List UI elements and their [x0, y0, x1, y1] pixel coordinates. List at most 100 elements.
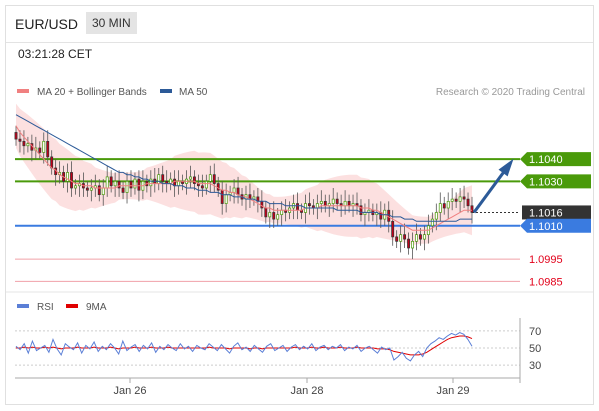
- moving-averages: [15, 114, 472, 231]
- candle-body: [331, 198, 335, 204]
- candle-body: [343, 200, 347, 207]
- candle-body: [101, 187, 105, 196]
- candle-body: [391, 220, 395, 238]
- candle-body: [419, 234, 422, 240]
- candle-body: [125, 180, 129, 193]
- candle-body: [403, 234, 407, 240]
- candle-body: [208, 174, 212, 182]
- rsi-axis-label: 50: [529, 343, 541, 355]
- candle-body: [395, 236, 399, 242]
- ma9-legend-label: 9MA: [86, 302, 107, 313]
- candle-body: [85, 187, 89, 191]
- candle-body: [70, 172, 73, 189]
- timeframe-button[interactable]: 30 MIN: [86, 12, 137, 34]
- candle-body: [335, 198, 339, 204]
- candle-body: [89, 187, 93, 191]
- candle-body: [97, 185, 101, 196]
- candle-body: [189, 176, 192, 180]
- candle-body: [462, 196, 466, 200]
- level-1-1030-tag: [520, 174, 591, 189]
- candle-body: [14, 132, 18, 140]
- candle-body: [470, 205, 474, 213]
- candle-body: [399, 234, 403, 242]
- level-1-1030-label: 1.1030: [529, 176, 563, 188]
- level-1-1016-label: 1.1016: [529, 207, 563, 219]
- ma20-legend-swatch: [17, 89, 29, 93]
- candle-body: [379, 212, 383, 220]
- rsi-axis-label: 70: [529, 326, 541, 338]
- x-axis-labels: Jan 26 Jan 28 Jan 29: [113, 378, 470, 397]
- candle-body: [26, 143, 30, 147]
- candle-body: [46, 140, 50, 158]
- rsi-legend-label: RSI: [37, 302, 54, 313]
- candle-body: [268, 212, 272, 218]
- candle-body: [307, 203, 311, 207]
- candle-body: [264, 207, 268, 218]
- ma50-legend-swatch: [160, 89, 172, 93]
- level-1-0985-label: 1.0985: [529, 276, 563, 288]
- candle-body: [50, 156, 54, 169]
- candle-body: [411, 240, 414, 249]
- candle-body: [454, 198, 458, 202]
- credit-text: Research © 2020 Trading Central: [436, 87, 585, 98]
- ma20-line: [15, 125, 472, 231]
- candle-body: [38, 147, 42, 153]
- rsi-ma-line: [16, 335, 473, 356]
- candle-body: [105, 176, 109, 189]
- candle-body: [18, 138, 22, 142]
- timestamp: 03:21:28 CET: [18, 47, 93, 61]
- candle-body: [22, 140, 26, 147]
- candle-body: [415, 234, 418, 242]
- rsi-axis-label: 30: [529, 360, 541, 372]
- candle-body: [149, 178, 153, 187]
- symbol-title: EUR/USD: [15, 16, 79, 32]
- level-labels: 1.1040 1.1030 1.1016 1.1010 1.0995 1.0985: [520, 152, 591, 288]
- candle-body: [42, 140, 46, 153]
- rsi-legend-swatch: [17, 304, 29, 308]
- candle-body: [347, 200, 351, 207]
- forecast-arrow: [472, 158, 514, 214]
- candle-body: [323, 200, 327, 207]
- candle-body: [173, 178, 177, 187]
- candle-body: [442, 203, 446, 209]
- candle-body: [446, 200, 450, 209]
- candle-body: [66, 172, 69, 182]
- level-1-1040-label: 1.1040: [529, 154, 563, 166]
- candle-body: [117, 180, 121, 189]
- candle-body: [359, 205, 363, 216]
- candle-body: [129, 180, 133, 189]
- candle-body: [137, 178, 141, 191]
- ma9-legend-swatch: [66, 304, 78, 308]
- candle-body: [276, 214, 280, 220]
- candle-body: [387, 209, 391, 222]
- candle-body: [438, 203, 442, 213]
- candle-body: [434, 212, 438, 220]
- candle-body: [200, 185, 204, 189]
- x-tick-label: Jan 26: [113, 385, 146, 397]
- candle-body: [296, 203, 299, 211]
- candle-body: [161, 174, 165, 182]
- x-tick-label: Jan 29: [436, 385, 469, 397]
- rsi-line: [15, 332, 473, 362]
- level-1-1010-tag: [520, 218, 591, 233]
- candle-body: [204, 180, 208, 189]
- bollinger-band: [16, 103, 472, 246]
- ma20-legend-label: MA 20 + Bollinger Bands: [37, 87, 147, 98]
- level-1-1040-tag: [520, 152, 591, 167]
- chart-header: EUR/USD 30 MIN: [6, 6, 593, 43]
- forecast-arrow-head: [498, 158, 514, 177]
- candle-body: [422, 234, 426, 240]
- candle-body: [430, 218, 434, 227]
- candle-body: [74, 185, 77, 189]
- candle-body: [220, 189, 224, 204]
- candle-body: [466, 198, 470, 207]
- candlesticks: [14, 125, 474, 260]
- candle-body: [133, 178, 137, 189]
- candle-body: [121, 187, 125, 193]
- level-1-1010-label: 1.1010: [529, 221, 563, 233]
- candle-body: [193, 176, 196, 184]
- candle-body: [224, 194, 228, 204]
- candle-body: [212, 174, 216, 184]
- ma50-legend-label: MA 50: [179, 87, 208, 98]
